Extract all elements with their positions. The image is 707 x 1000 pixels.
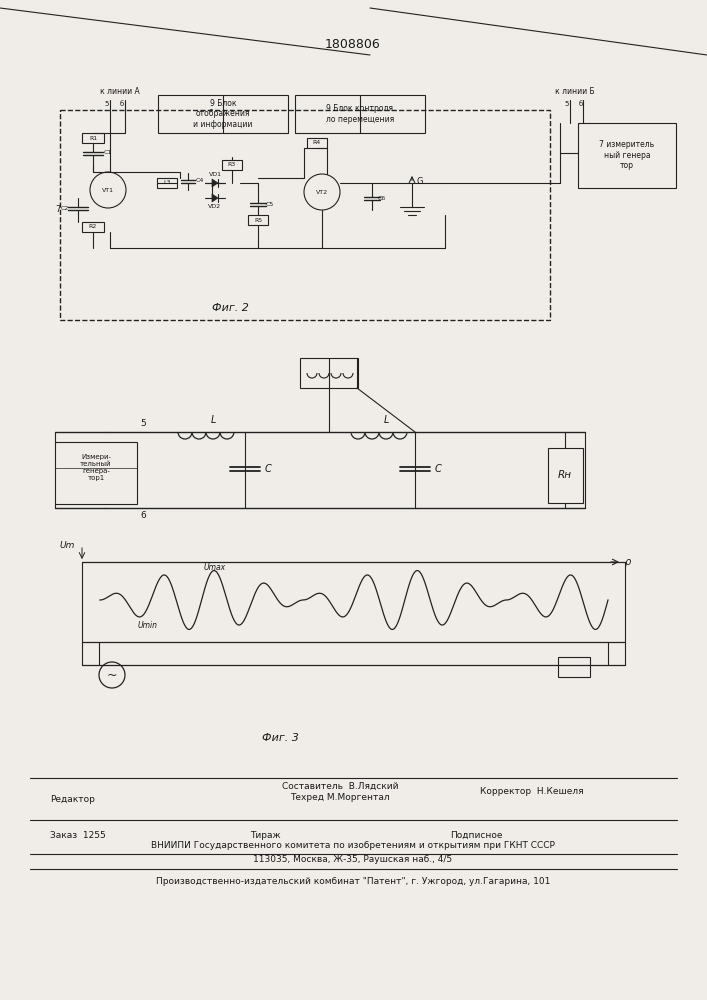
Text: 7: 7 [55,206,60,215]
Text: 5: 5 [565,101,569,107]
Text: Редактор: Редактор [50,794,95,804]
Bar [300,358,358,388]
Text: Производственно-издательский комбинат "Патент", г. Ужгород, ул.Гагарина, 101: Производственно-издательский комбинат "П… [156,876,550,886]
Bar [248,215,268,225]
Text: VT2: VT2 [316,190,328,194]
Text: G: G [416,178,423,186]
Text: R3: R3 [228,162,236,167]
Bar [158,95,288,133]
Text: L: L [383,415,389,425]
Text: L3: L3 [163,180,171,186]
Text: R4: R4 [313,140,321,145]
Text: Измери-: Измери- [81,454,111,460]
Bar [82,222,104,232]
Text: 1808806: 1808806 [325,38,381,51]
Text: R5: R5 [254,218,262,223]
Text: Тираж: Тираж [250,830,281,840]
Text: R1: R1 [89,135,97,140]
Text: C: C [435,464,441,474]
Text: 9 Блок контроля
ло перемещения: 9 Блок контроля ло перемещения [326,104,394,124]
Text: Заказ  1255: Заказ 1255 [50,830,106,840]
Bar [222,160,242,170]
Text: VD2: VD2 [209,204,221,209]
Text: Корректор  Н.Кешеля: Корректор Н.Кешеля [480,788,583,796]
Text: Umin: Umin [138,620,158,630]
Text: C6: C6 [378,196,386,200]
Text: б: б [120,101,124,107]
Text: Фиг. 3: Фиг. 3 [262,733,298,743]
Text: 113035, Москва, Ж-35, Раушская наб., 4/5: 113035, Москва, Ж-35, Раушская наб., 4/5 [253,854,452,863]
Bar [295,95,425,133]
Bar [157,178,177,188]
Text: генера-: генера- [82,468,110,474]
Bar [55,442,137,504]
Text: тельный: тельный [81,461,112,467]
Bar [60,110,550,320]
Text: C5: C5 [266,202,274,207]
Text: R2: R2 [89,225,97,230]
Text: Фиг. 2: Фиг. 2 [211,303,248,313]
Text: 7 измеритель
ный генера
тор: 7 измеритель ный генера тор [600,140,655,170]
Text: C1: C1 [104,150,112,155]
Text: Rн: Rн [558,470,572,480]
Polygon shape [212,194,218,202]
Text: 9 Блок
отображения
и информации: 9 Блок отображения и информации [193,99,252,129]
Bar [82,133,104,143]
Bar [307,138,327,148]
Text: L: L [210,415,216,425]
Text: 5: 5 [105,101,109,107]
Text: C4: C4 [196,178,204,184]
Polygon shape [212,179,218,187]
Text: ρ: ρ [625,557,631,567]
Text: ВНИИПИ Государственного комитета по изобретениям и открытиям при ГКНТ СССР: ВНИИПИ Государственного комитета по изоб… [151,842,555,850]
Text: C: C [264,464,271,474]
Bar [578,123,676,188]
Text: VT1: VT1 [102,188,114,192]
Text: 5: 5 [140,420,146,428]
Text: ~: ~ [107,668,117,682]
Bar [558,657,590,677]
Text: Подписное: Подписное [450,830,503,840]
Text: C2: C2 [61,206,69,211]
Text: 6: 6 [140,512,146,520]
Text: тор1: тор1 [88,475,105,481]
Text: Составитель  В.Лядский
Техред М.Моргентал: Составитель В.Лядский Техред М.Моргентал [282,782,398,802]
Text: Um: Um [59,540,75,550]
Bar [548,448,583,503]
Text: к линии А: к линии А [100,88,140,97]
Text: б: б [579,101,583,107]
Text: VD1: VD1 [209,172,221,178]
Text: к линии Б: к линии Б [555,88,595,97]
Text: Umax: Umax [204,564,226,572]
